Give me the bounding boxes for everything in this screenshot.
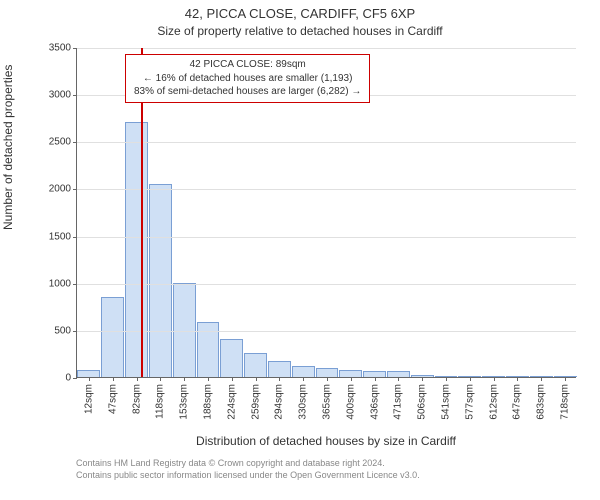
ytick-mark — [73, 378, 77, 379]
xtick-label: 436sqm — [369, 384, 380, 420]
bar — [244, 353, 267, 377]
gridline-h — [77, 48, 576, 49]
xtick-label: 153sqm — [179, 384, 190, 420]
xtick-label: 12sqm — [83, 384, 94, 414]
xtick-mark — [470, 377, 471, 381]
ytick-mark — [73, 189, 77, 190]
xtick-mark — [89, 377, 90, 381]
annotation-line: ← 16% of detached houses are smaller (1,… — [134, 72, 361, 86]
gridline-h — [77, 237, 576, 238]
xtick-mark — [279, 377, 280, 381]
bar — [77, 370, 100, 377]
credits-line-1: Contains HM Land Registry data © Crown c… — [76, 458, 576, 470]
gridline-h — [77, 142, 576, 143]
title-main: 42, PICCA CLOSE, CARDIFF, CF5 6XP — [0, 6, 600, 21]
xtick-label: 330sqm — [298, 384, 309, 420]
credits-line-2: Contains public sector information licen… — [76, 470, 576, 482]
xtick-label: 718sqm — [560, 384, 571, 420]
xtick-label: 683sqm — [536, 384, 547, 420]
ytick-label: 3500 — [49, 43, 71, 54]
bar — [339, 370, 362, 377]
xtick-label: 471sqm — [393, 384, 404, 420]
annotation-line: 83% of semi-detached houses are larger (… — [134, 85, 361, 99]
ytick-label: 2000 — [49, 184, 71, 195]
xtick-label: 647sqm — [512, 384, 523, 420]
xtick-mark — [303, 377, 304, 381]
xtick-label: 541sqm — [441, 384, 452, 420]
xtick-label: 294sqm — [274, 384, 285, 420]
y-axis-label: Number of detached properties — [1, 65, 15, 230]
ytick-mark — [73, 237, 77, 238]
xtick-label: 47sqm — [107, 384, 118, 414]
xtick-label: 506sqm — [417, 384, 428, 420]
credits: Contains HM Land Registry data © Crown c… — [76, 458, 576, 481]
xtick-mark — [494, 377, 495, 381]
bar — [220, 339, 243, 377]
xtick-label: 365sqm — [322, 384, 333, 420]
xtick-mark — [565, 377, 566, 381]
xtick-mark — [398, 377, 399, 381]
ytick-mark — [73, 331, 77, 332]
ytick-label: 500 — [54, 325, 71, 336]
ytick-label: 1000 — [49, 278, 71, 289]
ytick-mark — [73, 142, 77, 143]
xtick-mark — [256, 377, 257, 381]
bar — [292, 366, 315, 377]
x-axis-label: Distribution of detached houses by size … — [76, 434, 576, 448]
xtick-mark — [541, 377, 542, 381]
ytick-label: 1500 — [49, 231, 71, 242]
gridline-h — [77, 331, 576, 332]
xtick-label: 612sqm — [488, 384, 499, 420]
annotation-box: 42 PICCA CLOSE: 89sqm← 16% of detached h… — [125, 54, 370, 103]
xtick-mark — [184, 377, 185, 381]
xtick-mark — [208, 377, 209, 381]
xtick-label: 400sqm — [345, 384, 356, 420]
bar — [149, 184, 172, 377]
gridline-h — [77, 284, 576, 285]
xtick-label: 259sqm — [250, 384, 261, 420]
plot-area: 42 PICCA CLOSE: 89sqm← 16% of detached h… — [76, 48, 576, 378]
ytick-label: 3000 — [49, 90, 71, 101]
gridline-h — [77, 189, 576, 190]
bar — [125, 122, 148, 377]
xtick-mark — [327, 377, 328, 381]
xtick-mark — [446, 377, 447, 381]
xtick-mark — [517, 377, 518, 381]
xtick-label: 82sqm — [131, 384, 142, 414]
annotation-line: 42 PICCA CLOSE: 89sqm — [134, 58, 361, 72]
chart-container: 42, PICCA CLOSE, CARDIFF, CF5 6XP Size o… — [0, 0, 600, 500]
xtick-mark — [422, 377, 423, 381]
ytick-label: 2500 — [49, 137, 71, 148]
bar — [101, 297, 124, 377]
xtick-mark — [351, 377, 352, 381]
title-sub: Size of property relative to detached ho… — [0, 24, 600, 38]
ytick-mark — [73, 95, 77, 96]
xtick-label: 118sqm — [155, 384, 166, 419]
bar — [316, 368, 339, 377]
xtick-label: 188sqm — [202, 384, 213, 420]
xtick-mark — [113, 377, 114, 381]
xtick-mark — [232, 377, 233, 381]
xtick-label: 224sqm — [226, 384, 237, 420]
xtick-mark — [375, 377, 376, 381]
bar — [268, 361, 291, 377]
ytick-label: 0 — [65, 373, 71, 384]
ytick-mark — [73, 284, 77, 285]
xtick-mark — [137, 377, 138, 381]
ytick-mark — [73, 48, 77, 49]
xtick-mark — [160, 377, 161, 381]
xtick-label: 577sqm — [464, 384, 475, 420]
